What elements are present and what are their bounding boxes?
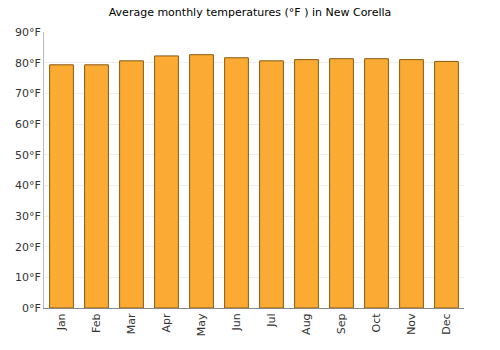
svg-text:0°F: 0°F (22, 302, 41, 315)
svg-text:Apr: Apr (160, 313, 173, 333)
svg-text:20°F: 20°F (15, 241, 41, 254)
svg-text:Aug: Aug (300, 313, 313, 334)
svg-text:Dec: Dec (440, 313, 453, 334)
svg-text:Average monthly temperatures (: Average monthly temperatures (°F ) in Ne… (109, 6, 392, 19)
svg-text:80°F: 80°F (15, 57, 41, 70)
svg-text:Nov: Nov (405, 313, 418, 335)
svg-text:90°F: 90°F (15, 26, 41, 39)
svg-text:Jun: Jun (230, 313, 243, 331)
svg-text:50°F: 50°F (15, 149, 41, 162)
svg-text:Feb: Feb (90, 313, 103, 332)
svg-text:Mar: Mar (125, 313, 138, 334)
svg-text:10°F: 10°F (15, 271, 41, 284)
svg-text:40°F: 40°F (15, 179, 41, 192)
svg-text:Sep: Sep (335, 313, 348, 334)
svg-text:30°F: 30°F (15, 210, 41, 223)
svg-text:May: May (195, 313, 208, 336)
svg-text:Oct: Oct (370, 313, 383, 333)
svg-text:Jan: Jan (55, 313, 68, 331)
svg-text:Jul: Jul (265, 313, 278, 327)
svg-text:60°F: 60°F (15, 118, 41, 131)
svg-text:70°F: 70°F (15, 87, 41, 100)
